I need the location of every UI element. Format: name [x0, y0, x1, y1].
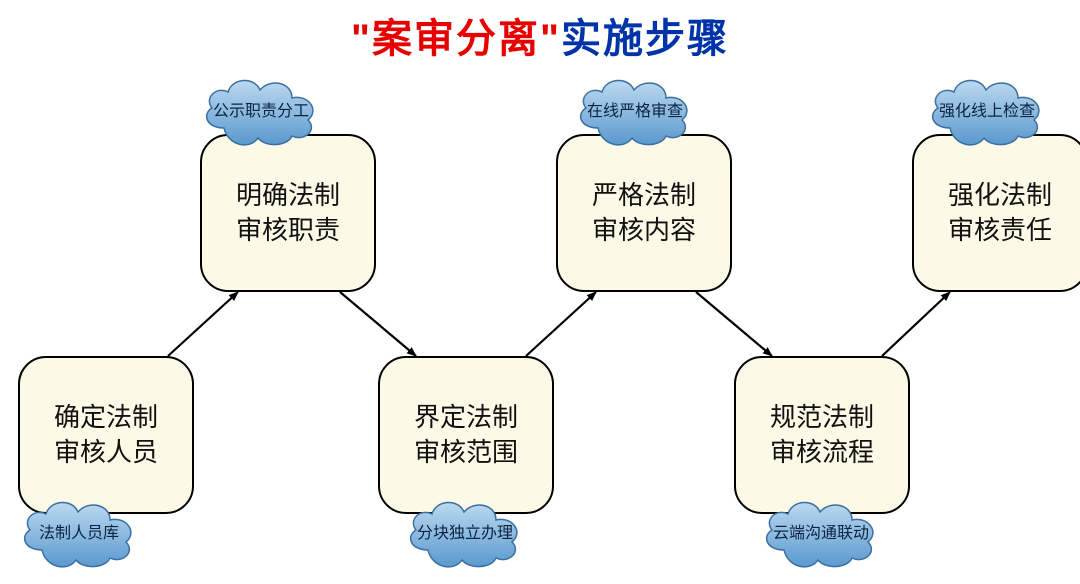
- step-box-1-line1: 确定法制: [54, 402, 158, 432]
- cloud-6-label: 强化线上检查: [939, 97, 1035, 121]
- step-box-3: 界定法制审核范围: [378, 356, 554, 514]
- step-box-5: 规范法制审核流程: [734, 356, 910, 514]
- cloud-4-label: 在线严格审查: [587, 97, 683, 121]
- cloud-1: 法制人员库: [14, 492, 144, 570]
- step-box-3-line2: 审核范围: [414, 437, 518, 467]
- cloud-3-label: 分块独立办理: [417, 519, 513, 543]
- diagram-stage: "案审分离"实施步骤 确定法制审核人员 明确法制审核职责 界定法制审核范围 严格…: [0, 0, 1080, 584]
- step-box-6-line2: 审核责任: [948, 215, 1052, 245]
- cloud-5-label: 云端沟通联动: [773, 519, 869, 543]
- step-box-2-line2: 审核职责: [236, 215, 340, 245]
- cloud-5: 云端沟通联动: [756, 492, 886, 570]
- cloud-2: 公示职责分工: [196, 70, 326, 148]
- arrow-n3-n4: [526, 292, 596, 356]
- cloud-4: 在线严格审查: [570, 70, 700, 148]
- step-box-6: 强化法制审核责任: [912, 134, 1080, 292]
- step-box-5-line2: 审核流程: [770, 437, 874, 467]
- title-part-b: 实施步骤: [561, 17, 729, 61]
- cloud-6: 强化线上检查: [922, 70, 1052, 148]
- page-title: "案审分离"实施步骤: [0, 6, 1080, 64]
- cloud-2-label: 公示职责分工: [213, 97, 309, 121]
- step-box-4-line2: 审核内容: [592, 215, 696, 245]
- cloud-3: 分块独立办理: [400, 492, 530, 570]
- step-box-6-line1: 强化法制: [948, 180, 1052, 210]
- step-box-3-line1: 界定法制: [414, 402, 518, 432]
- step-box-2: 明确法制审核职责: [200, 134, 376, 292]
- cloud-1-label: 法制人员库: [39, 519, 119, 543]
- step-box-1-line2: 审核人员: [54, 437, 158, 467]
- title-part-a: "案审分离": [351, 17, 561, 61]
- step-box-1: 确定法制审核人员: [18, 356, 194, 514]
- arrow-n4-n5: [696, 292, 772, 356]
- step-box-4: 严格法制审核内容: [556, 134, 732, 292]
- step-box-2-line1: 明确法制: [236, 180, 340, 210]
- arrow-n2-n3: [340, 292, 416, 356]
- arrow-n1-n2: [168, 292, 238, 356]
- step-box-4-line1: 严格法制: [592, 180, 696, 210]
- step-box-5-line1: 规范法制: [770, 402, 874, 432]
- arrow-n5-n6: [882, 292, 950, 356]
